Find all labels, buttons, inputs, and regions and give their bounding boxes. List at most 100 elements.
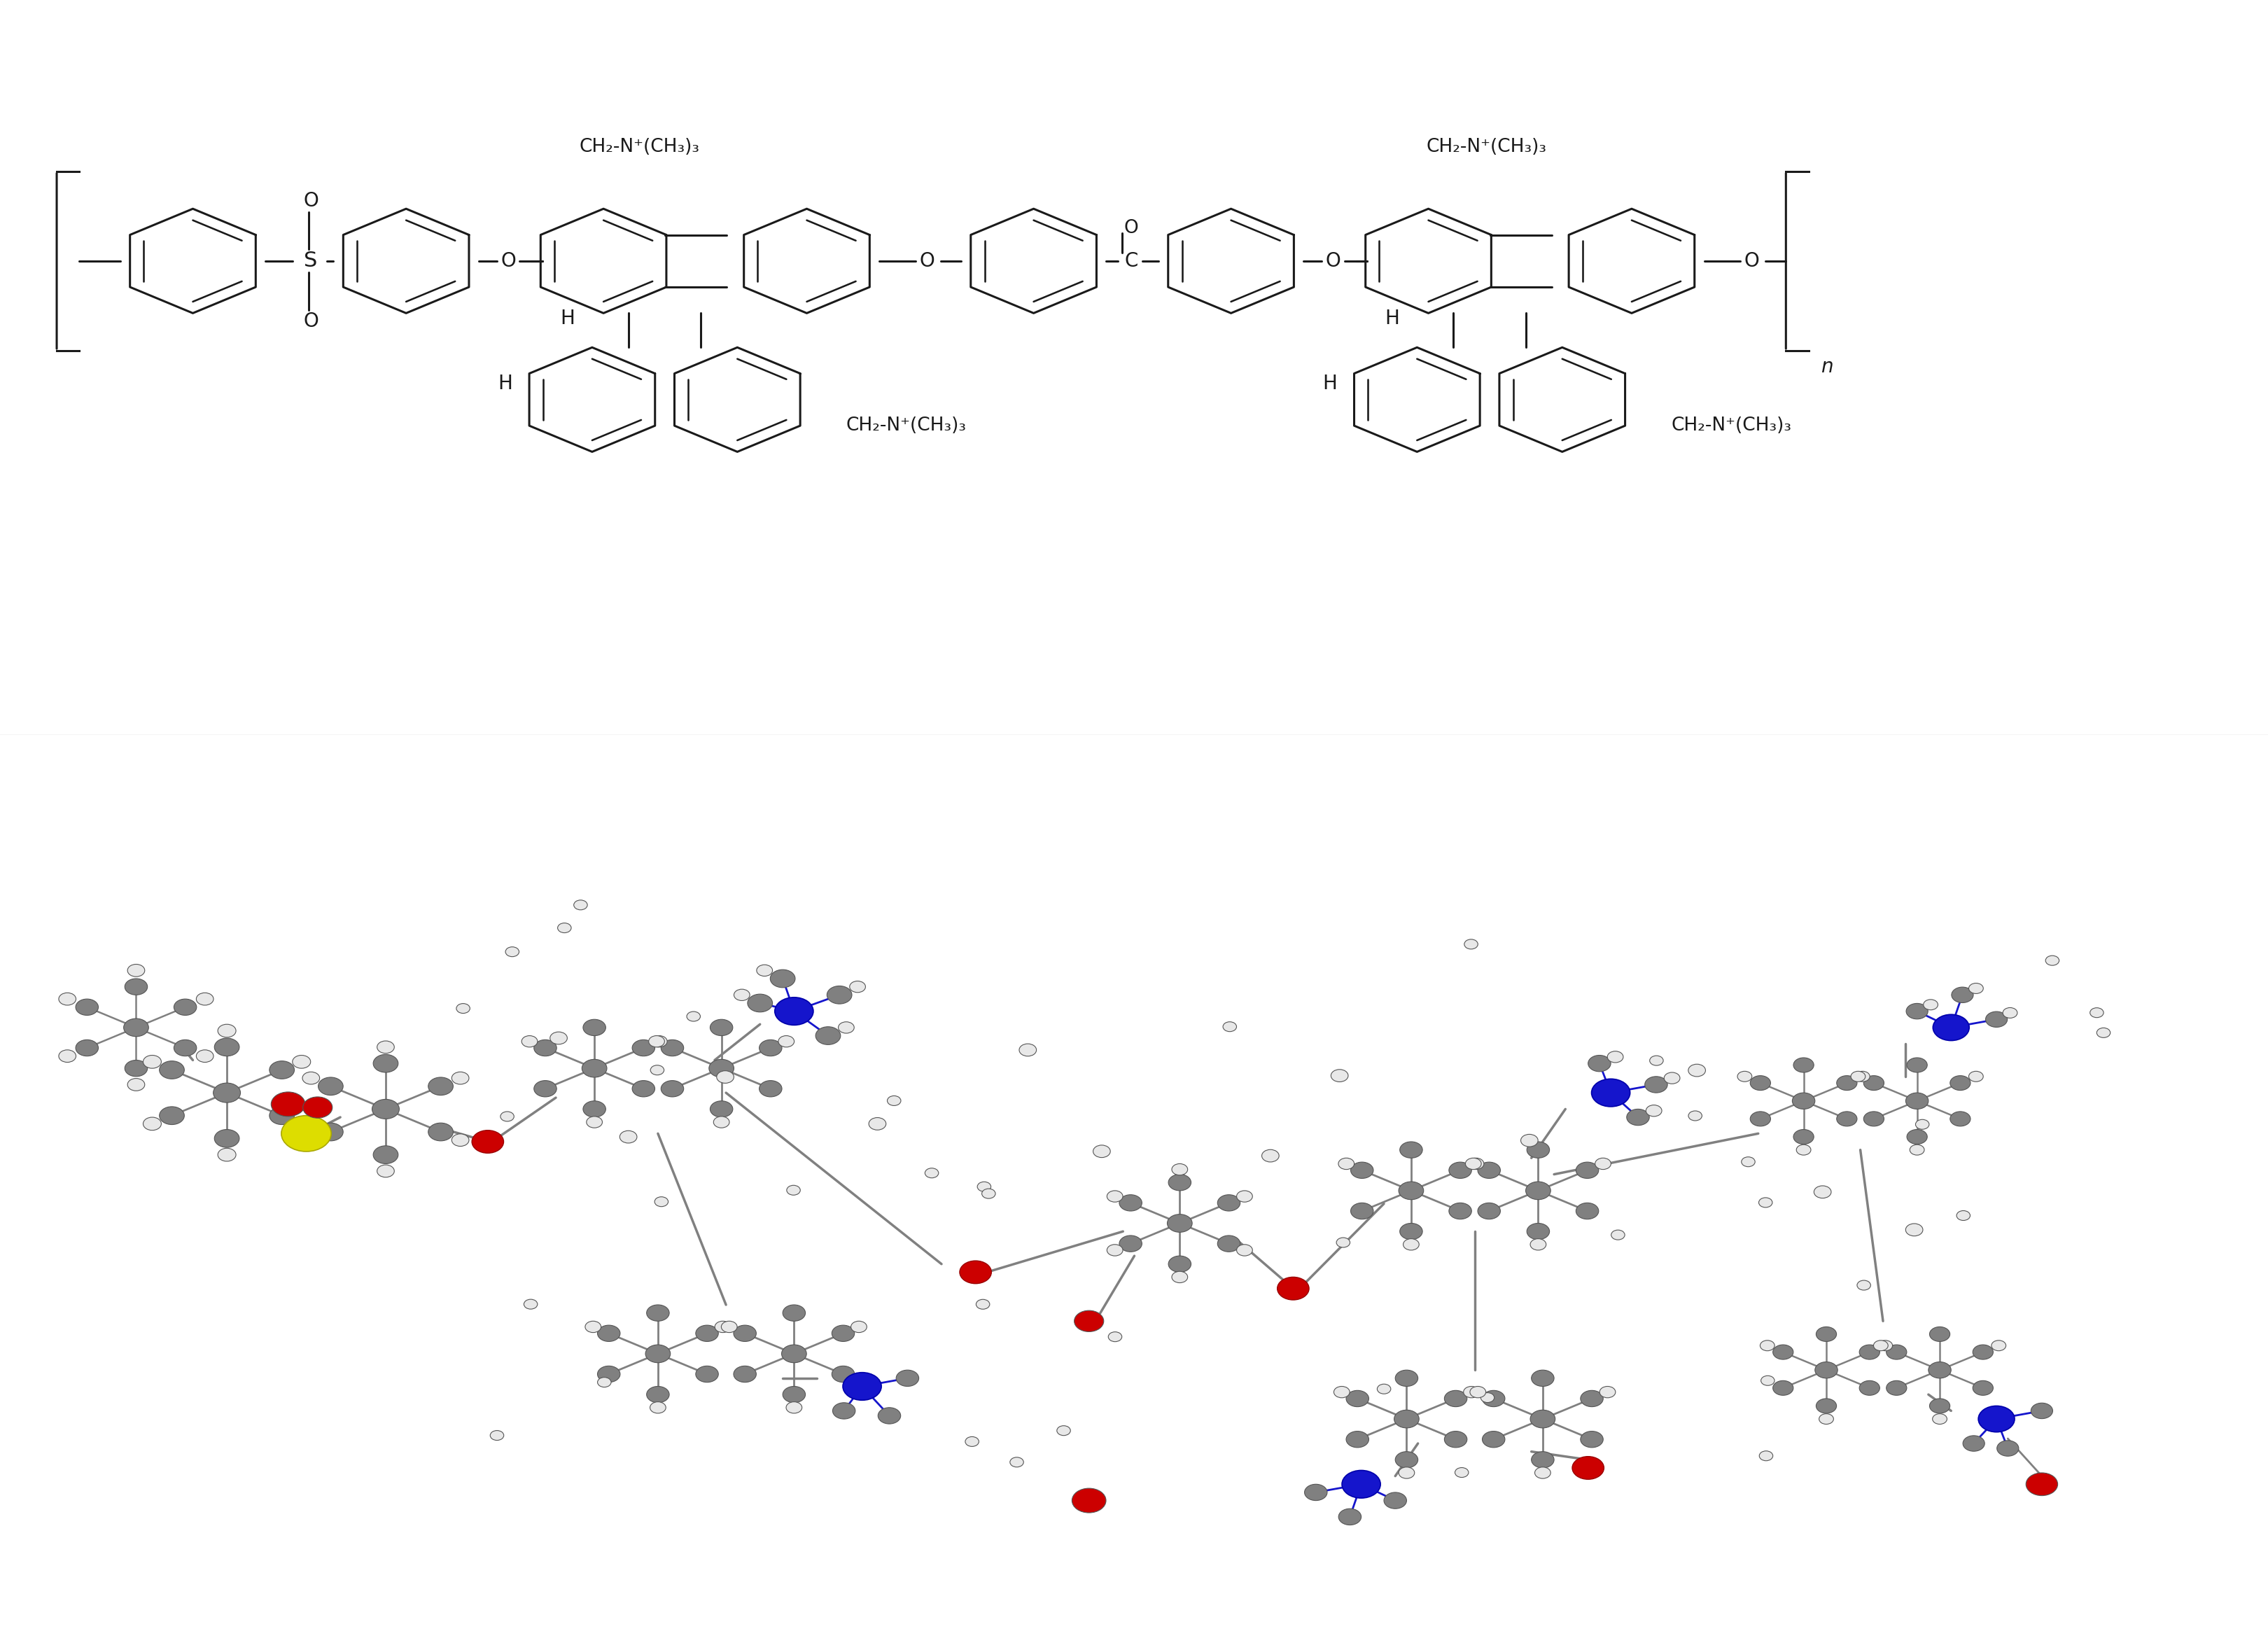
Circle shape [1792,1093,1814,1109]
Circle shape [506,948,519,957]
Circle shape [1445,1432,1467,1448]
Circle shape [59,993,75,1005]
Circle shape [778,1036,794,1047]
Circle shape [1814,1328,1837,1341]
Circle shape [1393,1409,1420,1429]
Circle shape [1910,1145,1923,1155]
Circle shape [1794,1129,1814,1145]
Circle shape [1449,1161,1472,1178]
Circle shape [1950,1112,1971,1125]
Circle shape [896,1370,919,1386]
Circle shape [1969,983,1982,993]
Circle shape [646,1386,669,1403]
Circle shape [1928,1362,1950,1378]
Circle shape [451,1134,469,1147]
Circle shape [633,1081,655,1096]
Circle shape [760,1081,782,1096]
Circle shape [1592,1080,1628,1106]
Circle shape [1626,1109,1649,1125]
Circle shape [451,1072,469,1085]
Circle shape [644,1344,671,1364]
Circle shape [1594,1158,1610,1169]
Circle shape [218,1148,236,1161]
Circle shape [839,1021,853,1034]
Text: H: H [1322,373,1336,393]
Circle shape [1814,1362,1837,1378]
Circle shape [159,1062,184,1080]
Text: H: H [560,308,574,328]
Circle shape [1463,1386,1479,1398]
Circle shape [302,1134,320,1147]
Circle shape [975,1300,989,1310]
Circle shape [524,1300,538,1310]
Circle shape [1533,1468,1551,1478]
Circle shape [1340,1471,1381,1497]
Circle shape [596,1324,619,1341]
Circle shape [1665,1073,1678,1083]
Text: S: S [304,251,318,271]
Circle shape [1349,1161,1372,1178]
Circle shape [1529,1409,1556,1429]
Circle shape [633,1041,655,1057]
Circle shape [270,1106,295,1125]
Circle shape [372,1145,399,1165]
Circle shape [1687,1063,1706,1076]
Circle shape [1467,1158,1483,1169]
Circle shape [696,1367,719,1383]
Circle shape [655,1197,669,1207]
Circle shape [1771,1380,1792,1396]
Circle shape [1837,1112,1857,1125]
Circle shape [1526,1223,1549,1240]
Circle shape [302,1072,320,1085]
Circle shape [1170,1165,1188,1174]
Circle shape [959,1261,991,1284]
Circle shape [982,1189,996,1199]
Circle shape [270,1062,295,1080]
Circle shape [2030,1403,2053,1419]
Circle shape [978,1182,991,1192]
Circle shape [585,1321,601,1333]
Circle shape [1837,1076,1857,1090]
Circle shape [596,1367,619,1381]
Circle shape [574,900,587,910]
Circle shape [1470,1386,1486,1398]
Circle shape [1855,1072,1869,1081]
Circle shape [1930,1398,1950,1412]
Circle shape [1449,1204,1472,1220]
Circle shape [318,1122,342,1142]
Circle shape [197,993,213,1005]
Text: CH₂-N⁺(CH₃)₃: CH₂-N⁺(CH₃)₃ [1672,416,1792,435]
Circle shape [1914,1119,1928,1129]
Circle shape [376,1041,395,1054]
Circle shape [1978,1406,2014,1432]
Circle shape [816,1028,839,1045]
Circle shape [1749,1112,1769,1125]
Circle shape [1531,1370,1554,1386]
Circle shape [1572,1456,1603,1479]
Circle shape [651,1036,667,1047]
Circle shape [1814,1186,1830,1199]
Circle shape [1338,1509,1361,1525]
Circle shape [533,1081,556,1096]
Circle shape [1687,1111,1701,1120]
Circle shape [1955,1210,1969,1220]
Circle shape [272,1093,304,1117]
Circle shape [1819,1414,1833,1424]
Circle shape [213,1083,240,1103]
Circle shape [696,1324,719,1341]
Circle shape [159,1106,184,1125]
Circle shape [1796,1145,1810,1155]
Circle shape [687,1011,701,1021]
Circle shape [1905,1129,1926,1145]
Circle shape [376,1165,395,1178]
Circle shape [714,1116,730,1129]
Circle shape [787,1186,801,1196]
Circle shape [1377,1385,1390,1395]
Circle shape [1649,1055,1662,1065]
Circle shape [318,1076,342,1096]
Circle shape [1857,1280,1871,1290]
Circle shape [1599,1386,1615,1398]
Text: O: O [1325,251,1340,271]
Circle shape [714,1321,730,1333]
Circle shape [1222,1021,1236,1031]
